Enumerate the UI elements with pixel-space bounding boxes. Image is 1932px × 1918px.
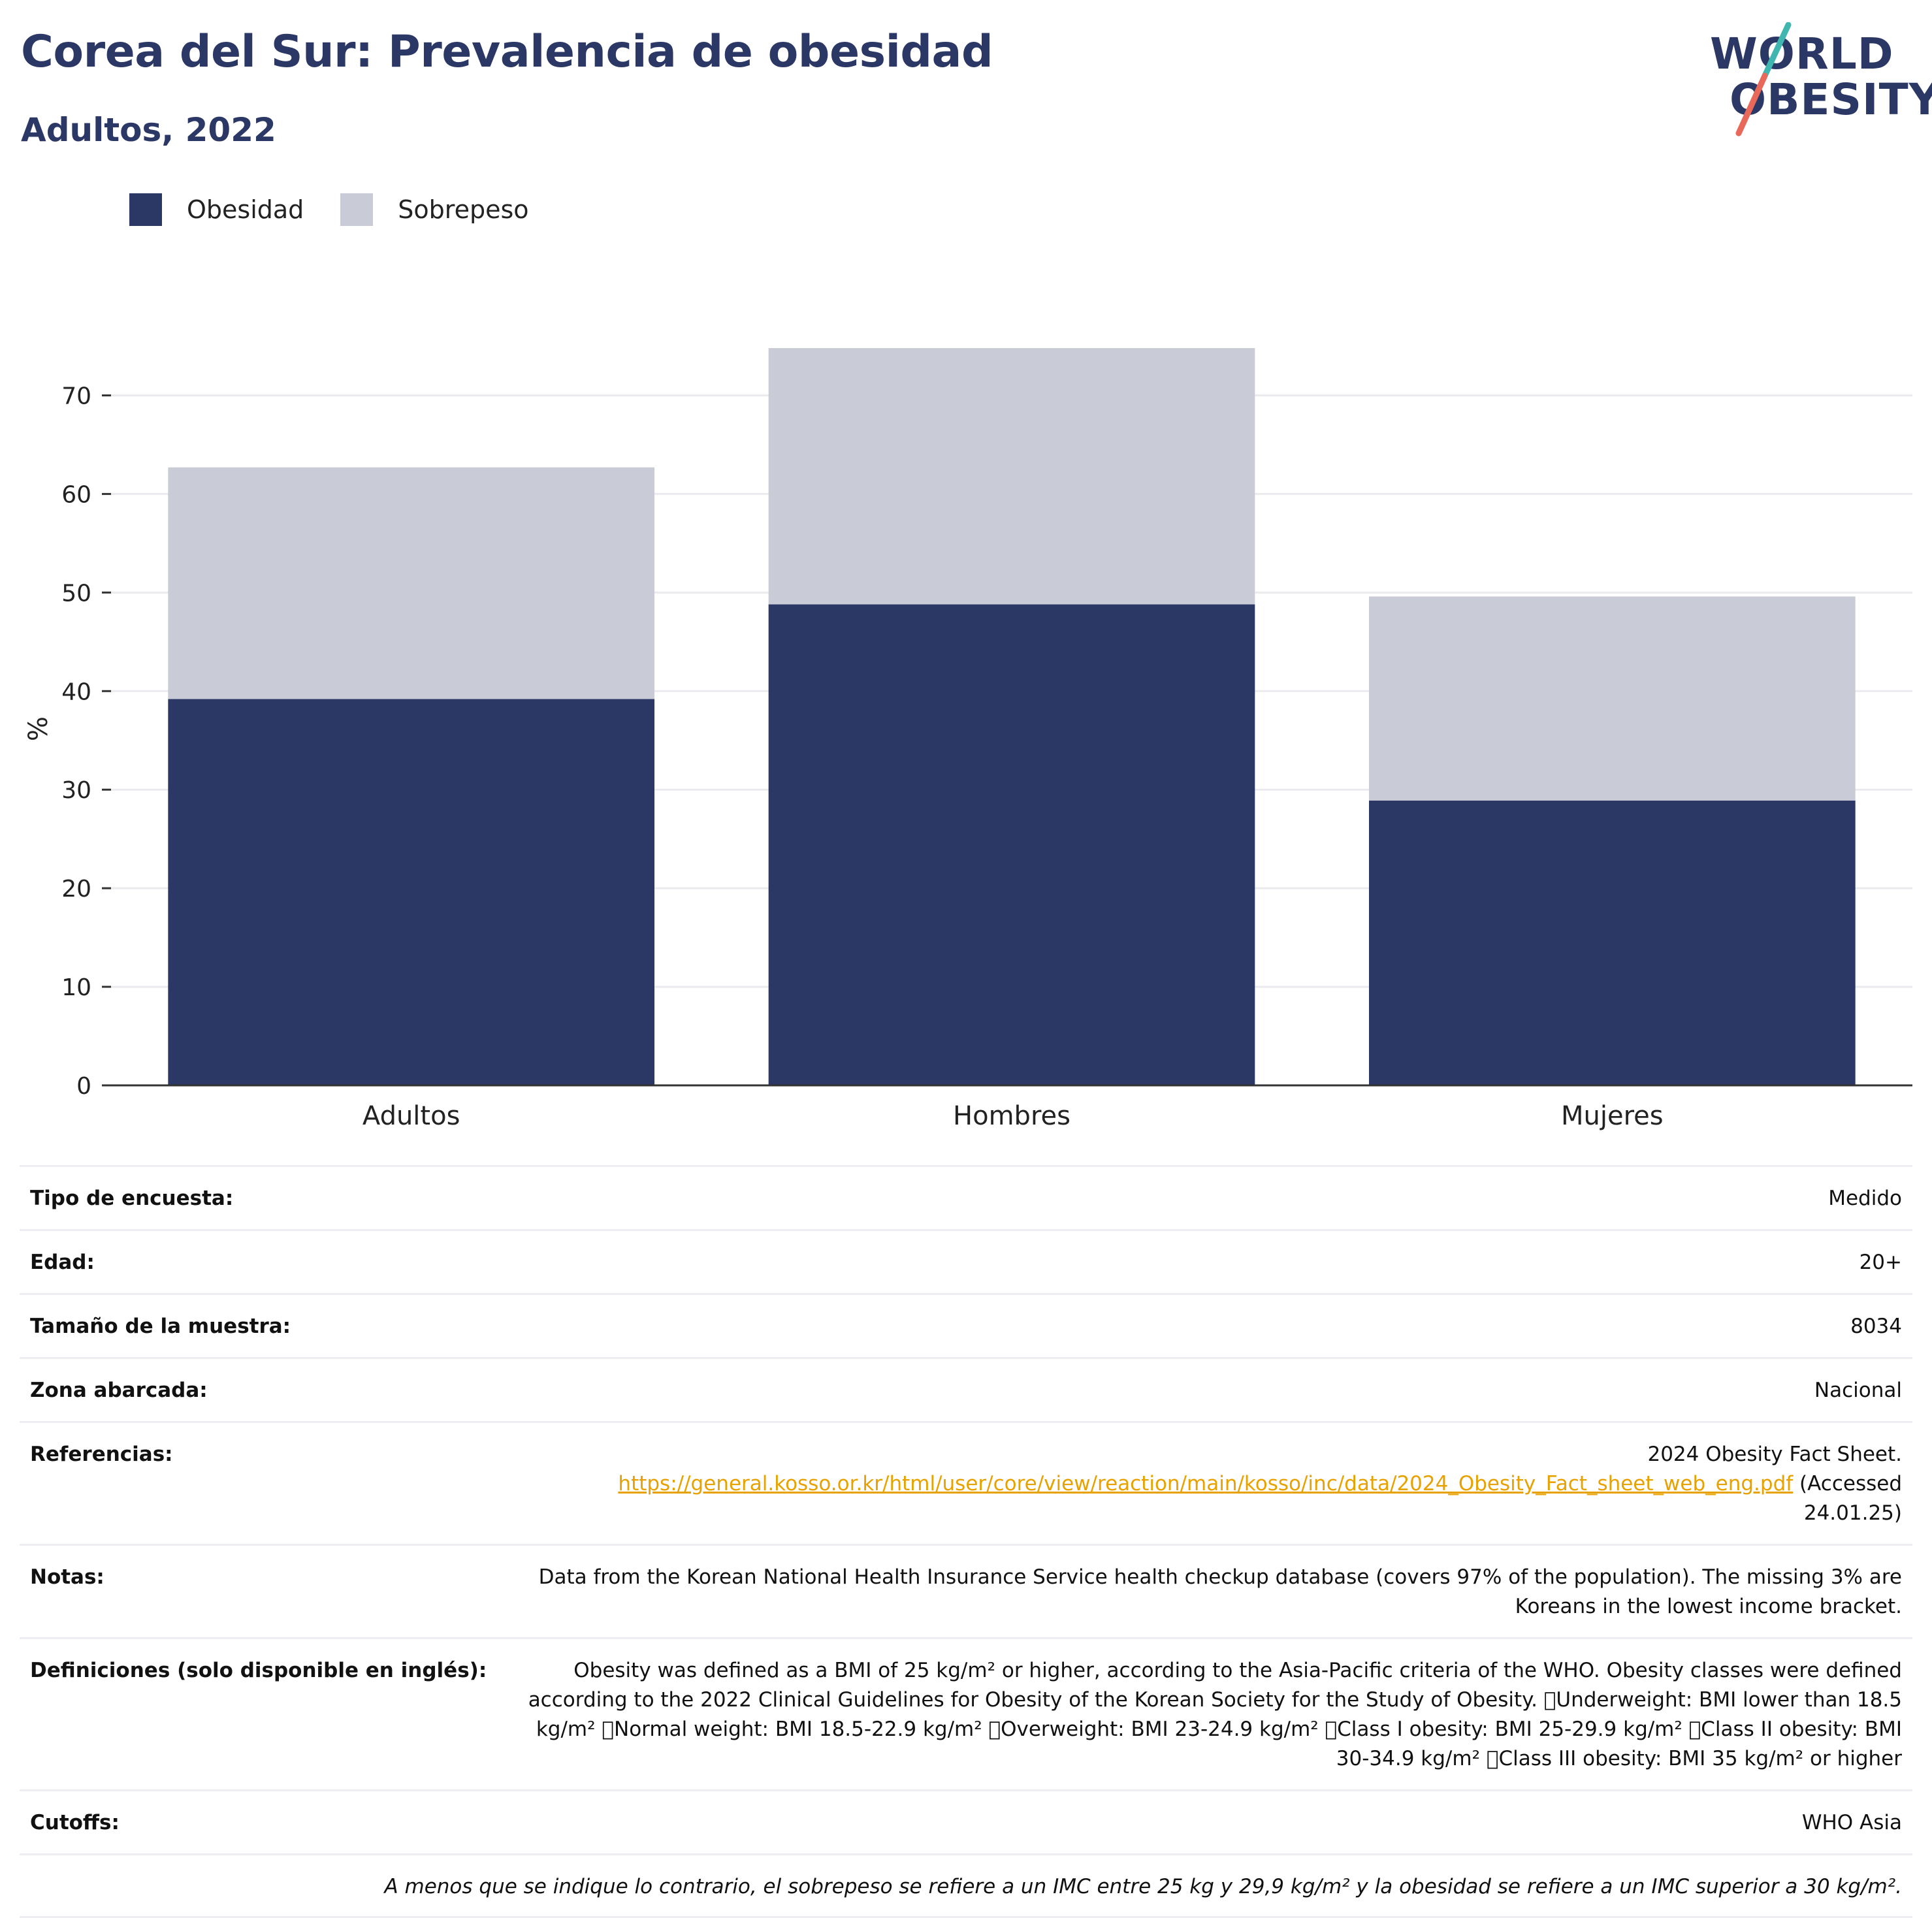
y-tick-label: 30 — [61, 777, 91, 804]
y-tick-label: 10 — [61, 974, 91, 1001]
info-key: Edad: — [30, 1251, 95, 1274]
info-value: 20+ — [1859, 1251, 1902, 1274]
legend-item-sobrepeso: Sobrepeso — [340, 193, 529, 226]
reference-title: 2024 Obesity Fact Sheet. — [1647, 1443, 1902, 1466]
x-tick-label: Mujeres — [1561, 1101, 1664, 1131]
y-tick-label: 60 — [61, 481, 91, 508]
info-key: Definiciones (solo disponible en inglés)… — [30, 1659, 487, 1682]
page-subtitle: Adultos, 2022 — [21, 111, 276, 149]
bar-obesidad-adultos — [168, 699, 654, 1085]
info-value: Nacional — [1814, 1379, 1902, 1402]
bar-sobrepeso-adultos — [168, 467, 654, 699]
bar-sobrepeso-mujeres — [1369, 596, 1856, 801]
page-title: Corea del Sur: Prevalencia de obesidad — [21, 26, 993, 78]
footnote: A menos que se indique lo contrario, el … — [20, 1855, 1912, 1918]
chart-legend: Obesidad Sobrepeso — [129, 193, 566, 226]
reference-accessed: (Accessed 24.01.25) — [1799, 1472, 1902, 1525]
bar-sobrepeso-hombres — [768, 348, 1255, 605]
legend-label-sobrepeso: Sobrepeso — [398, 195, 529, 224]
stacked-bar-chart: 0 10 20 30 40 50 60 70% Adultos Hombres Mujeres — [24, 348, 1912, 1131]
reference-link[interactable]: https://general.kosso.or.kr/html/user/co… — [618, 1472, 1794, 1495]
y-axis-label: % — [24, 716, 54, 741]
info-value: Obesity was defined as a BMI of 25 kg/m²… — [528, 1659, 1902, 1770]
legend-swatch-sobrepeso — [340, 193, 374, 226]
y-tick-label: 50 — [61, 580, 91, 607]
y-tick-label: 20 — [61, 876, 91, 903]
legend-swatch-obesidad — [129, 193, 162, 226]
world-obesity-logo: WORLD OBESITY — [1698, 20, 1932, 137]
legend-item-obesidad: Obesidad — [129, 193, 304, 226]
y-tick-label: 0 — [76, 1073, 91, 1100]
info-key: Zona abarcada: — [30, 1379, 208, 1402]
info-key: Notas: — [30, 1565, 105, 1589]
info-key: Tipo de encuesta: — [30, 1187, 234, 1210]
info-row-definiciones: Definiciones (solo disponible en inglés)… — [20, 1639, 1912, 1791]
info-value: WHO Asia — [1801, 1811, 1902, 1834]
y-tick-label: 70 — [61, 383, 91, 409]
bar-obesidad-mujeres — [1369, 800, 1856, 1085]
x-tick-label: Hombres — [953, 1101, 1071, 1131]
logo-line1: WORLD — [1710, 29, 1894, 79]
info-row-muestra: Tamaño de la muestra: 8034 — [20, 1295, 1912, 1359]
info-value: 2024 Obesity Fact Sheet. https://general… — [530, 1440, 1902, 1528]
info-key: Tamaño de la muestra: — [30, 1315, 291, 1338]
logo-slash-icon — [1735, 22, 1792, 136]
info-key: Referencias: — [30, 1443, 173, 1466]
info-row-tipo: Tipo de encuesta: Medido — [20, 1167, 1912, 1231]
info-value: Medido — [1828, 1187, 1902, 1210]
info-value: 8034 — [1850, 1315, 1902, 1338]
info-row-referencias: Referencias: 2024 Obesity Fact Sheet. ht… — [20, 1423, 1912, 1546]
y-tick-label: 40 — [61, 679, 91, 705]
info-key: Cutoffs: — [30, 1811, 120, 1834]
bar-obesidad-hombres — [768, 604, 1255, 1085]
x-tick-label: Adultos — [362, 1101, 460, 1131]
info-table: Tipo de encuesta: Medido Edad: 20+ Tamañ… — [20, 1165, 1912, 1918]
info-row-cutoffs: Cutoffs: WHO Asia — [20, 1791, 1912, 1855]
info-value: Data from the Korean National Health Ins… — [538, 1565, 1902, 1618]
info-row-edad: Edad: 20+ — [20, 1231, 1912, 1295]
info-row-zona: Zona abarcada: Nacional — [20, 1359, 1912, 1423]
legend-label-obesidad: Obesidad — [187, 195, 304, 224]
info-row-notas: Notas: Data from the Korean National Hea… — [20, 1546, 1912, 1639]
